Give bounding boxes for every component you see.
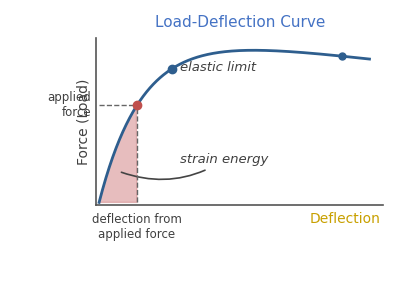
Title: Load-Deflection Curve: Load-Deflection Curve <box>154 15 325 30</box>
Text: elastic limit: elastic limit <box>180 61 256 74</box>
Text: deflection from
applied force: deflection from applied force <box>92 213 182 241</box>
Text: Deflection: Deflection <box>309 211 380 225</box>
Text: applied
force: applied force <box>47 91 91 119</box>
Text: strain energy: strain energy <box>121 153 269 179</box>
Y-axis label: Force (Load): Force (Load) <box>77 78 91 165</box>
Polygon shape <box>99 106 137 202</box>
